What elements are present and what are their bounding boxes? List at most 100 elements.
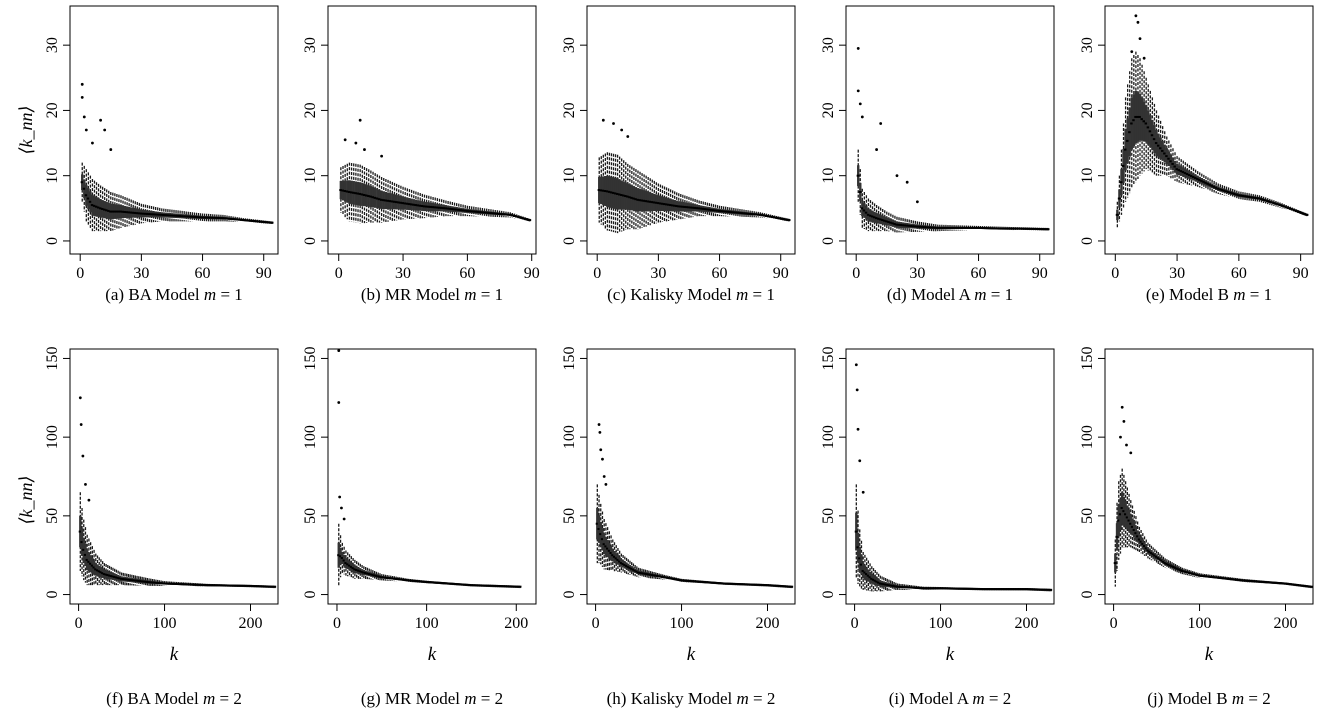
median-mark	[500, 213, 504, 216]
median-mark	[196, 216, 201, 219]
median-mark	[420, 205, 424, 208]
median-mark	[863, 571, 867, 574]
plot-frame	[1104, 5, 1314, 255]
median-mark	[872, 216, 877, 219]
outlier-point	[1122, 420, 1126, 423]
median-mark	[1282, 582, 1286, 585]
median-mark	[759, 583, 763, 586]
outlier-point	[855, 388, 859, 392]
median-mark	[702, 581, 706, 584]
outlier-point	[626, 135, 630, 138]
median-mark	[1243, 195, 1247, 198]
median-mark	[779, 217, 783, 220]
median-mark	[235, 218, 239, 221]
median-mark	[461, 209, 465, 212]
median-mark	[154, 581, 158, 584]
median-mark	[880, 582, 884, 585]
median-mark	[114, 576, 119, 579]
median-mark	[224, 584, 229, 587]
median-mark	[390, 577, 395, 580]
median-mark	[221, 584, 225, 587]
median-mark	[419, 580, 423, 583]
median-mark	[1148, 130, 1152, 133]
median-mark	[786, 585, 790, 588]
median-mark	[787, 219, 791, 222]
median-mark	[1292, 209, 1297, 212]
median-mark	[1004, 588, 1008, 591]
median-mark	[111, 575, 115, 578]
median-mark	[485, 211, 489, 214]
median-mark	[156, 213, 160, 216]
median-mark	[1296, 210, 1301, 213]
median-mark	[1149, 552, 1154, 554]
median-mark	[266, 221, 270, 224]
median-mark	[149, 213, 154, 216]
median-mark	[932, 587, 936, 590]
median-mark	[881, 219, 885, 222]
median-mark	[1230, 578, 1234, 581]
median-mark	[754, 213, 758, 216]
median-mark	[1138, 115, 1142, 118]
median-mark	[972, 226, 977, 229]
median-mark	[956, 226, 960, 229]
median-mark	[950, 587, 955, 590]
median-mark	[422, 205, 427, 208]
outlier-point	[1129, 451, 1133, 455]
median-mark	[618, 193, 622, 196]
median-mark	[432, 581, 436, 584]
median-mark	[231, 584, 235, 587]
outlier-point	[80, 82, 84, 86]
median-mark	[1237, 194, 1241, 197]
median-mark	[109, 210, 113, 213]
median-mark	[970, 226, 975, 229]
median-mark	[207, 584, 211, 587]
median-mark	[264, 221, 268, 224]
y-tick-label: 50	[561, 508, 578, 524]
median-mark	[135, 212, 139, 215]
outlier-point	[103, 128, 107, 132]
panel-caption: (d) Model A m = 1	[887, 285, 1013, 304]
median-mark	[217, 584, 222, 587]
median-mark	[162, 213, 166, 216]
median-mark	[412, 579, 416, 582]
median-mark	[256, 220, 260, 223]
y-tick-label: 20	[1079, 102, 1096, 118]
y-tick-label: 0	[44, 591, 61, 599]
median-mark	[484, 584, 488, 587]
median-mark	[887, 221, 891, 224]
outlier-point	[860, 115, 864, 119]
median-mark	[464, 583, 468, 586]
median-mark	[106, 574, 110, 577]
median-mark	[158, 213, 162, 216]
median-mark	[878, 582, 882, 585]
median-mark	[254, 585, 258, 588]
median-mark	[416, 204, 420, 207]
x-tick-label: 60	[971, 265, 987, 282]
median-mark	[104, 573, 108, 576]
median-mark	[666, 576, 670, 579]
median-mark	[178, 215, 182, 218]
y-tick-label: 50	[44, 508, 61, 524]
median-mark	[1132, 119, 1136, 122]
median-mark	[471, 584, 475, 587]
y-tick-label: 100	[44, 425, 61, 449]
median-mark	[860, 207, 864, 210]
median-mark	[1177, 169, 1181, 172]
x-axis-label: k	[1205, 644, 1214, 665]
median-mark	[140, 580, 144, 583]
y-tick-label: 0	[561, 591, 578, 599]
median-mark	[511, 585, 515, 588]
outlier-point	[91, 141, 94, 145]
median-mark	[971, 587, 975, 590]
y-tick-label: 30	[302, 37, 319, 53]
median-mark	[1305, 213, 1309, 216]
median-mark	[487, 584, 491, 587]
median-mark	[743, 583, 747, 586]
median-mark	[192, 583, 196, 586]
y-tick-label: 10	[302, 168, 319, 184]
median-mark	[521, 217, 525, 220]
median-mark	[705, 208, 709, 211]
median-mark	[1036, 588, 1041, 591]
median-mark	[987, 588, 991, 591]
median-mark	[697, 580, 701, 583]
